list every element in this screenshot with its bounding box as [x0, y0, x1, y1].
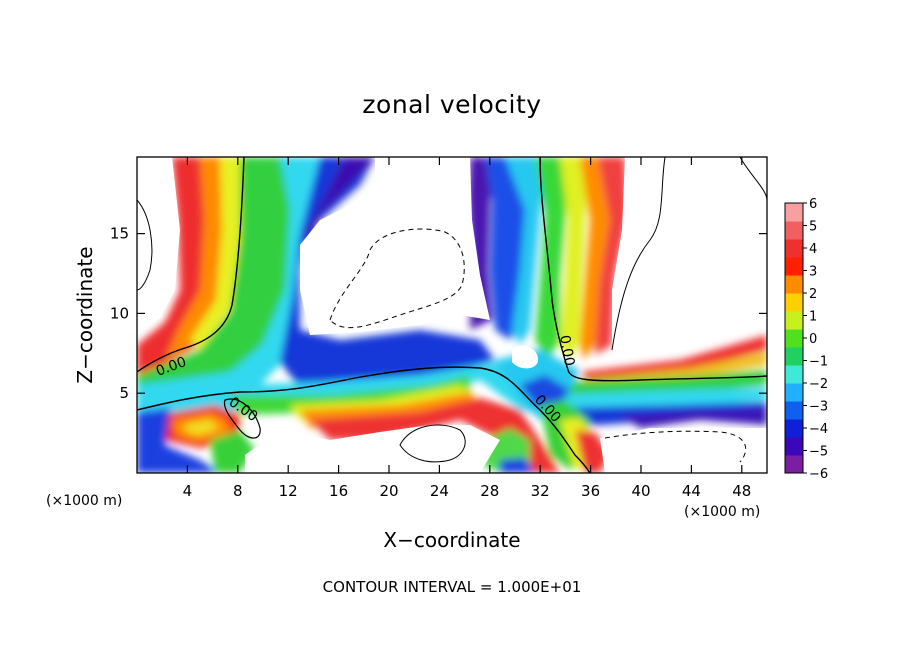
x-tick-label: 20 [379, 482, 398, 500]
contour-thin-right [611, 157, 666, 351]
x-tick-label: 32 [531, 482, 550, 500]
y-tick-label: 15 [110, 225, 129, 243]
x-tick-label: 48 [732, 482, 751, 500]
x-tick-label: 24 [430, 482, 449, 500]
field-loop-yellow [185, 420, 220, 435]
contour-lines [137, 157, 767, 473]
contour-zero-hinge [539, 157, 767, 382]
field-right-cyan [540, 388, 767, 412]
colorbar-tick-label: −5 [809, 445, 828, 460]
hole-upper-right [612, 157, 767, 350]
colorbar-tick-label: 0 [809, 332, 817, 347]
near-zero-regions [137, 157, 767, 473]
field-cyan-upper [137, 157, 350, 398]
x-tick-label: 44 [682, 482, 701, 500]
contour-dashed-center [329, 228, 465, 329]
x-tick-label: 40 [631, 482, 650, 500]
y-axis-ticks: 5 10 15 [110, 225, 767, 402]
x-tick-label: 36 [581, 482, 600, 500]
field-right-violet [620, 408, 767, 428]
colorbar-tick-label: 4 [809, 242, 817, 257]
colorbar-tick-label: −3 [809, 400, 828, 415]
field-right-green [560, 370, 767, 398]
field-central-yellow [560, 157, 590, 360]
chart-title: zonal velocity [362, 90, 541, 119]
colorbar-swatch [785, 455, 803, 474]
field-right-red [580, 335, 767, 382]
field-left-blue [137, 408, 220, 473]
colorbar-tick-label: 6 [809, 197, 817, 212]
contour-zero-lower [137, 366, 591, 473]
hole-upper-center [300, 157, 490, 335]
colorbar-swatch [785, 239, 803, 258]
colorbar-swatch [785, 347, 803, 366]
field-bottom-blue [500, 458, 535, 473]
field-central-green [535, 157, 570, 360]
colorbar-swatch [785, 311, 803, 330]
hole-bottom-middle [245, 425, 500, 473]
contour-dashed-bottom [604, 430, 747, 463]
colorbar-tick-label: −6 [809, 467, 828, 482]
y-axis-unit: (×1000 m) [46, 493, 122, 509]
field-hinge-red [575, 430, 610, 473]
colorbar-tick-label: −4 [809, 422, 828, 437]
colorbar-swatch [785, 437, 803, 456]
field-lower-red [310, 398, 560, 473]
colorbar-swatch [785, 365, 803, 384]
field-left-jet-yellow [190, 157, 246, 350]
hole-center-blob [512, 345, 539, 369]
x-tick-label: 16 [329, 482, 348, 500]
colorbar-tick-label: 1 [809, 310, 817, 325]
field-central-orange [580, 157, 612, 360]
field-left-green [210, 430, 255, 473]
contour-label-hinge: 0.00 [556, 334, 577, 367]
x-tick-label: 8 [233, 482, 243, 500]
x-axis-unit: (×1000 m) [684, 504, 760, 520]
colorbar-tick-label: 5 [809, 220, 817, 235]
colorbar-tick-label: 3 [809, 265, 817, 280]
contour-zero-left [137, 157, 245, 373]
colorbar-swatch [785, 257, 803, 276]
field-blue-upper [280, 157, 495, 388]
x-tick-label: 28 [480, 482, 499, 500]
colorbar-swatch [785, 419, 803, 438]
x-tick-label: 12 [279, 482, 298, 500]
colorbar-swatch [785, 275, 803, 294]
colorbar-tick-label: 2 [809, 287, 817, 302]
field-central-red [595, 157, 628, 355]
colorbar-swatch [785, 329, 803, 348]
colorbar-swatch [785, 221, 803, 240]
velocity-field: 0.00 0.00 0.00 0.00 [137, 157, 767, 473]
colorbar-swatch [785, 293, 803, 312]
hole-upper-left [137, 157, 180, 335]
x-tick-label: 4 [183, 482, 193, 500]
y-tick-label: 5 [119, 384, 129, 402]
x-axis-ticks: 4 8 12 16 20 24 28 32 36 40 44 48 [183, 157, 751, 500]
field-hinge-blue [520, 375, 570, 410]
plot-frame [136, 156, 768, 474]
colorbar: 6 5 4 3 2 1 0 −1 −2 −3 −4 −5 −6 [784, 197, 828, 482]
colorbar-swatch [785, 383, 803, 402]
colorbar-swatch [785, 203, 803, 222]
x-axis-title: X−coordinate [383, 528, 520, 552]
contour-thin-upper-left [137, 199, 153, 291]
colorbar-tick-label: −1 [809, 355, 828, 370]
contour-interval-note: CONTOUR INTERVAL = 1.000E+01 [323, 578, 582, 596]
colorbar-swatch [785, 401, 803, 420]
y-axis-title: Z−coordinate [73, 246, 97, 383]
y-tick-label: 10 [110, 304, 129, 322]
colorbar-tick-label: −2 [809, 377, 828, 392]
field-green-band [137, 157, 300, 392]
field-central-cyan [505, 157, 545, 345]
contour-loop [223, 398, 261, 439]
contour-thin-bottom-middle [399, 424, 466, 463]
hole-bottom-right [600, 428, 767, 473]
